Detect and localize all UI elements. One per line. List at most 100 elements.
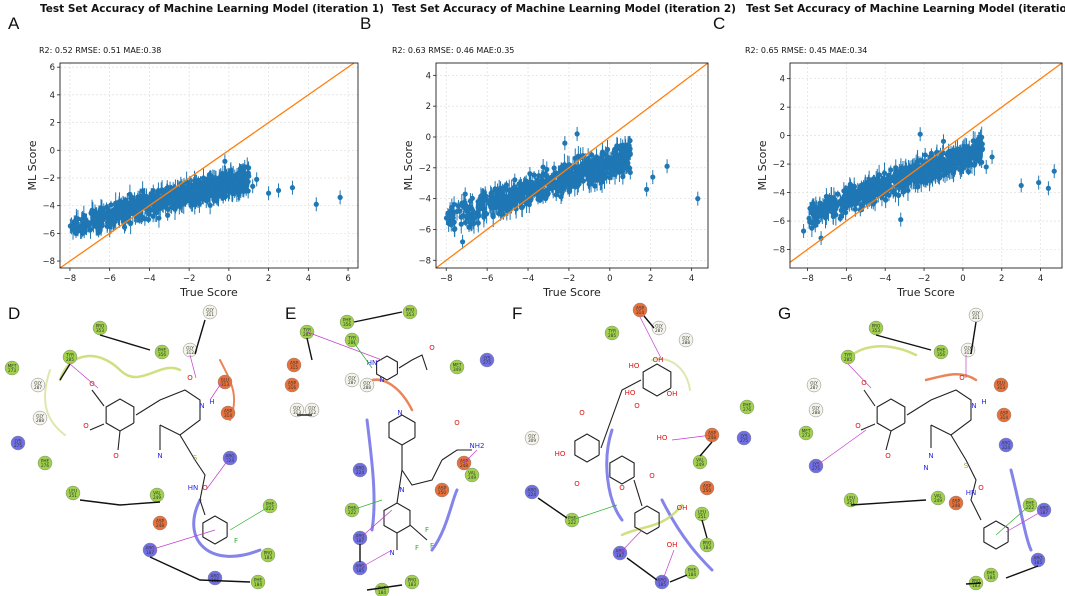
data-point bbox=[620, 174, 626, 180]
data-point bbox=[664, 163, 670, 169]
data-point bbox=[475, 204, 481, 210]
residue-name: PHE bbox=[937, 348, 946, 353]
data-point bbox=[108, 202, 114, 208]
atom-label: O bbox=[187, 374, 193, 382]
data-point bbox=[890, 189, 896, 195]
data-point bbox=[598, 163, 604, 169]
data-point bbox=[81, 228, 88, 235]
residue-circle bbox=[30, 377, 46, 393]
residue-name: TYR bbox=[65, 353, 74, 358]
ligand-bond bbox=[202, 515, 228, 545]
residue-name: LYS bbox=[813, 462, 820, 467]
residue-number: 276 bbox=[41, 463, 49, 468]
y-axis-label: ML Score bbox=[402, 140, 415, 190]
data-point bbox=[148, 197, 154, 204]
residue-circle bbox=[32, 410, 48, 426]
data-point bbox=[590, 164, 596, 170]
panel-letter-a: A bbox=[8, 14, 20, 33]
data-point bbox=[940, 172, 946, 178]
data-points bbox=[443, 126, 701, 249]
data-point bbox=[93, 217, 100, 223]
data-point bbox=[828, 196, 835, 202]
data-point bbox=[610, 166, 616, 172]
residue-circle bbox=[524, 484, 540, 500]
residue-number: 275 bbox=[483, 360, 491, 365]
atom-label: N bbox=[389, 549, 394, 557]
residue-circle bbox=[806, 377, 822, 393]
residue-name: GLY bbox=[964, 346, 972, 351]
interaction-arrow bbox=[995, 504, 1031, 536]
data-point bbox=[877, 178, 883, 184]
data-point bbox=[113, 209, 119, 215]
backbone-link bbox=[699, 441, 713, 457]
atom-label: O bbox=[634, 402, 640, 410]
data-point bbox=[927, 175, 933, 181]
residue-name: ASP bbox=[288, 381, 297, 386]
data-point bbox=[155, 193, 161, 199]
data-point bbox=[254, 176, 260, 182]
data-point bbox=[534, 177, 540, 183]
x-tick-label: −8 bbox=[64, 274, 77, 284]
residue-circle bbox=[464, 467, 480, 483]
residue-number: 222 bbox=[1026, 505, 1034, 510]
residue-circle bbox=[404, 574, 420, 590]
atom-label: N bbox=[397, 409, 402, 417]
residue-name: GLY bbox=[348, 376, 356, 381]
ligand-bond bbox=[574, 433, 600, 463]
x-tick-label: −8 bbox=[801, 274, 814, 284]
data-point bbox=[130, 210, 136, 217]
residue-circle bbox=[260, 547, 276, 563]
residue-number: 285 bbox=[66, 357, 74, 362]
ligand-bond bbox=[983, 520, 1009, 550]
data-point bbox=[954, 146, 961, 152]
pocket-contour bbox=[192, 498, 262, 558]
data-point bbox=[613, 157, 619, 163]
atom-label: HN bbox=[188, 484, 199, 492]
residue-number: 251 bbox=[847, 500, 855, 505]
residue-name: GLY bbox=[682, 336, 690, 341]
atom-label: OH bbox=[677, 504, 688, 512]
data-point bbox=[801, 228, 807, 234]
data-point bbox=[166, 197, 172, 203]
interaction-arrow bbox=[463, 449, 478, 464]
residue-number: 183 bbox=[972, 583, 980, 588]
data-point bbox=[136, 217, 142, 223]
residue-name: ASP bbox=[290, 361, 299, 366]
residue-name: TYR bbox=[843, 353, 852, 358]
residue-number: 287 bbox=[34, 385, 42, 390]
data-point bbox=[80, 217, 86, 223]
pocket-contour bbox=[844, 345, 918, 362]
atom-label: HO bbox=[555, 450, 566, 458]
data-point bbox=[644, 186, 650, 192]
residue-name: VAL bbox=[696, 458, 704, 463]
residue-circle bbox=[449, 359, 465, 375]
data-point bbox=[509, 198, 515, 204]
data-point bbox=[135, 194, 141, 200]
interaction-arrow bbox=[359, 549, 393, 569]
data-point bbox=[835, 191, 841, 197]
residue-number: 287 bbox=[348, 380, 356, 385]
residue-circle bbox=[304, 402, 320, 418]
data-point bbox=[917, 174, 923, 180]
x-tick-label: −4 bbox=[522, 274, 535, 284]
data-point bbox=[957, 166, 963, 173]
data-point bbox=[467, 198, 474, 204]
data-point bbox=[866, 177, 872, 183]
data-point bbox=[601, 175, 608, 181]
residue-name: GLY bbox=[36, 414, 44, 419]
residue-circle bbox=[344, 372, 360, 388]
data-point bbox=[459, 200, 465, 206]
residue-name: GLY bbox=[186, 346, 194, 351]
residue-number: 313 bbox=[997, 385, 1005, 390]
panel-letter-f: F bbox=[512, 304, 523, 323]
y-tick-label: −6 bbox=[42, 229, 55, 239]
atom-label: S bbox=[193, 454, 198, 462]
residue-name: ARG bbox=[1001, 441, 1010, 446]
